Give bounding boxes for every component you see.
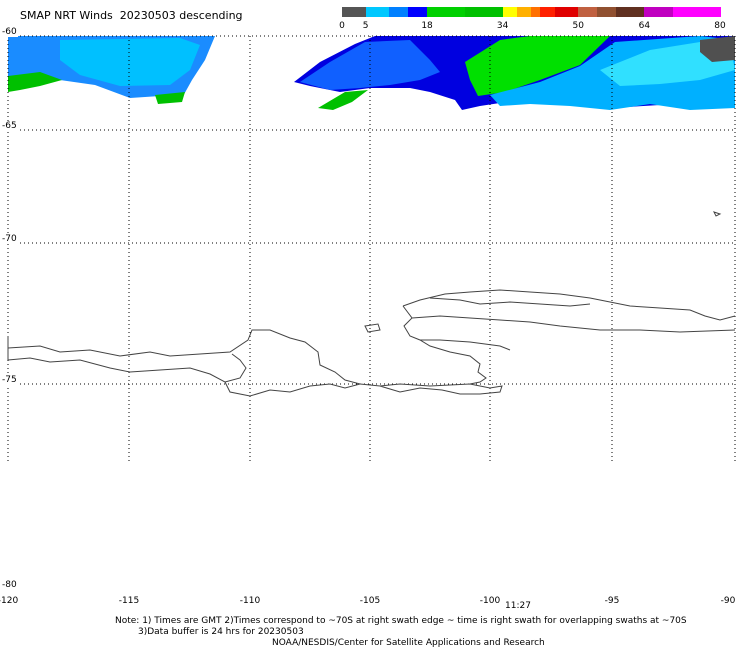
swath-right-green-2 <box>318 90 368 110</box>
antarctic-coastline <box>7 211 736 397</box>
colorbar-segment <box>365 7 390 17</box>
lon-label-120: -120 <box>0 596 19 606</box>
colorbar-tick-label: 64 <box>638 21 651 31</box>
colorbar-segment <box>389 7 409 17</box>
colorbar-segment <box>672 7 721 17</box>
colorbar-tick-label: 34 <box>496 21 509 31</box>
note-line-2: 3)Data buffer is 24 hrs for 20230503 <box>138 627 304 637</box>
colorbar-segment <box>464 7 504 17</box>
colorbar-tick-label: 0 <box>339 21 345 31</box>
colorbar-tick-label: 5 <box>362 21 369 31</box>
lon-label-90: -90 <box>720 596 736 606</box>
map-title: SMAP NRT Winds 20230503 descending <box>20 9 243 22</box>
colorbar-segment <box>427 7 466 17</box>
colorbar-segment <box>516 7 532 17</box>
colorbar-segment <box>554 7 579 17</box>
swath-right-dark <box>700 36 735 62</box>
colorbar-tick-label: 18 <box>421 21 433 31</box>
note-line-1: Note: 1) Times are GMT 2)Times correspon… <box>115 616 687 626</box>
colorbar-segment <box>408 7 428 17</box>
swath-left-green <box>8 72 62 92</box>
colorbar-segment <box>616 7 645 17</box>
colorbar-tick-label: 80 <box>714 21 726 31</box>
lat-label-70: -70 <box>1 234 18 244</box>
colorbar-segment <box>540 7 556 17</box>
colorbar-segment <box>597 7 617 17</box>
colorbar-segment <box>531 7 541 17</box>
swath-left-cyan <box>60 38 200 86</box>
colorbar-tick-label: 50 <box>572 21 584 31</box>
lon-label-110: -110 <box>239 596 261 606</box>
swath-right-green <box>465 36 610 96</box>
colorbar-segment <box>578 7 598 17</box>
lat-label-60: -60 <box>1 27 18 37</box>
lon-label-95: -95 <box>604 596 620 606</box>
credit-line: NOAA/NESDIS/Center for Satellite Applica… <box>272 638 545 648</box>
colorbar-segment <box>644 7 674 17</box>
lon-label-115: -115 <box>118 596 140 606</box>
colorbar-segment <box>502 7 518 17</box>
lon-label-105: -105 <box>359 596 381 606</box>
lon-label-100: -100 <box>479 596 501 606</box>
colorbar-segment <box>342 7 367 17</box>
lat-label-80: -80 <box>1 580 18 590</box>
lat-label-65: -65 <box>1 121 18 131</box>
wind-swaths <box>8 36 735 110</box>
swath-time-label: 11:27 <box>505 601 531 611</box>
swath-left-green-2 <box>155 92 185 104</box>
lat-label-75: -75 <box>1 375 18 385</box>
